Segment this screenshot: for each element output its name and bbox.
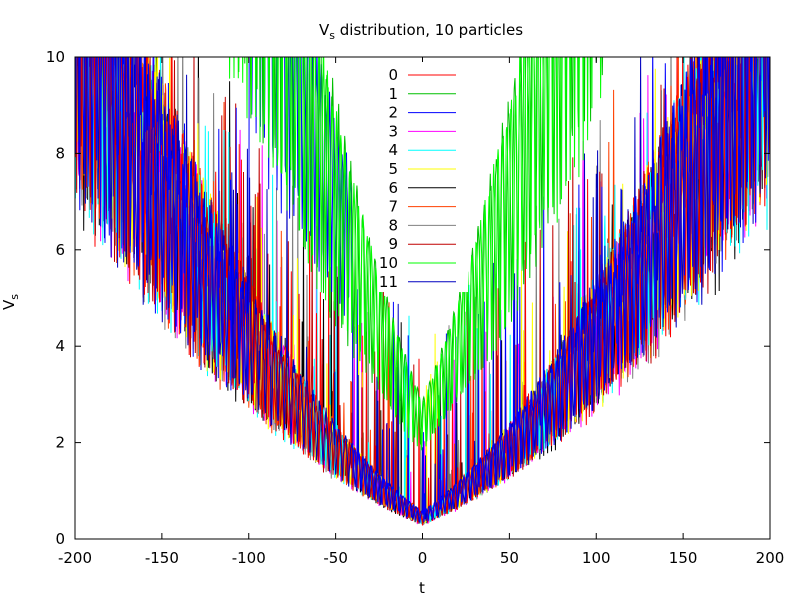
y-tick-label: 2 (55, 434, 65, 452)
x-tick-label: 50 (500, 549, 519, 567)
legend-label-5: 5 (388, 160, 398, 178)
legend-label-8: 8 (388, 216, 398, 234)
x-tick-label: -200 (58, 549, 92, 567)
legend-label-1: 1 (388, 85, 398, 103)
legend-background (378, 62, 468, 292)
legend-label-0: 0 (388, 66, 398, 84)
legend-label-6: 6 (388, 179, 398, 197)
y-tick-label: 0 (55, 530, 65, 548)
y-axis-label-subscript: s (8, 294, 21, 300)
x-tick-label: 150 (669, 549, 698, 567)
y-tick-label: 6 (55, 241, 65, 259)
legend-label-2: 2 (388, 104, 398, 122)
series-line-10 (228, 57, 602, 451)
legend-label-7: 7 (388, 198, 398, 216)
x-tick-label: 100 (582, 549, 611, 567)
y-tick-label: 10 (46, 48, 65, 66)
x-tick-label: 0 (418, 549, 428, 567)
legend-label-3: 3 (388, 122, 398, 140)
legend-label-9: 9 (388, 235, 398, 253)
y-axis-label: Vs (0, 294, 21, 310)
x-tick-label: -150 (145, 549, 179, 567)
x-tick-label: -50 (323, 549, 348, 567)
y-tick-label: 4 (55, 337, 65, 355)
x-tick-label: 200 (756, 549, 785, 567)
chart-title: Vs distribution, 10 particles (319, 21, 523, 42)
chart-title-subscript: s (329, 29, 335, 42)
legend-label-11: 11 (379, 273, 398, 291)
x-tick-label: -100 (232, 549, 266, 567)
x-axis: -200 -150 -100 -50 0 50 100 150 200 (58, 57, 784, 567)
legend-label-10: 10 (379, 254, 398, 272)
series-line-1 (238, 57, 604, 445)
plot-lines (75, 57, 770, 526)
x-axis-label: t (419, 579, 425, 597)
y-tick-label: 8 (55, 144, 65, 162)
series-line-2 (75, 57, 770, 523)
series-line-11 (77, 57, 768, 524)
legend-label-4: 4 (388, 141, 398, 159)
